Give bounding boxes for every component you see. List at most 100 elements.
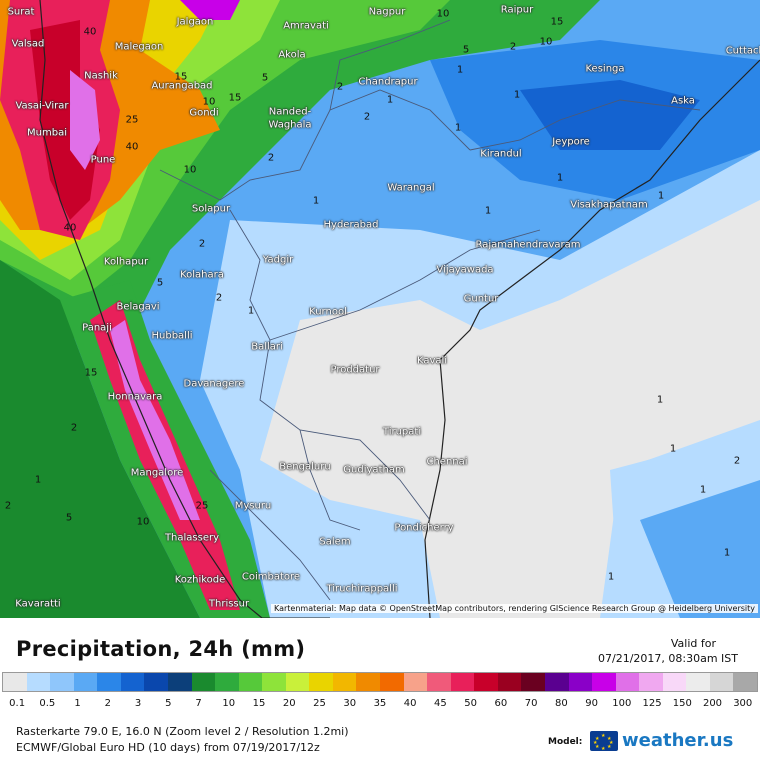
contour-label: 5 (65, 512, 73, 524)
scale-tick: 200 (702, 698, 723, 709)
city-label: Amravati (283, 20, 329, 32)
city-label: Mangalore (130, 467, 184, 479)
map-attribution: Kartenmaterial: Map data © OpenStreetMap… (270, 604, 758, 613)
contour-label: 1 (607, 571, 615, 583)
scale-swatch (662, 673, 687, 691)
city-label: Chandrapur (358, 76, 418, 88)
contour-label: 1 (556, 172, 564, 184)
city-label: Salem (319, 536, 351, 548)
scale-swatch (167, 673, 192, 691)
scale-tick: 15 (252, 698, 266, 709)
contour-label: 1 (657, 190, 665, 202)
city-label: Kirandul (480, 148, 522, 160)
contour-label: 1 (723, 547, 731, 559)
scale-swatch (639, 673, 663, 691)
scale-swatch (427, 673, 451, 691)
contour-label: 40 (63, 222, 77, 234)
city-label: Belagavi (116, 301, 160, 313)
scale-tick: 30 (343, 698, 357, 709)
scale-tick: 40 (403, 698, 417, 709)
scale-swatch (403, 673, 428, 691)
contour-label: 1 (699, 484, 707, 496)
city-label: Kesinga (585, 63, 625, 75)
contour-label: 1 (386, 94, 394, 106)
scale-swatch (26, 673, 51, 691)
scale-swatch (215, 673, 239, 691)
valid-label: Valid for (670, 637, 716, 650)
scale-swatch (285, 673, 310, 691)
scale-swatch (97, 673, 121, 691)
contour-label: 10 (183, 164, 197, 176)
contour-label: 1 (454, 122, 462, 134)
city-label: Waghala (268, 119, 312, 131)
contour-label: 1 (513, 89, 521, 101)
scale-swatch (568, 673, 593, 691)
city-label: Mumbai (27, 127, 67, 139)
scale-swatch (450, 673, 475, 691)
contour-label: 1 (484, 205, 492, 217)
contour-label: 2 (336, 81, 344, 93)
contour-label: 2 (267, 152, 275, 164)
contour-label: 1 (34, 474, 42, 486)
scale-tick: 125 (642, 698, 662, 709)
city-label: Raipur (500, 4, 534, 16)
city-label: Thrissur (208, 598, 250, 610)
scale-ticks: 0.1 0.5 1 2 3 5 7 10 15 20 25 30 35 40 45 50 60 70 80 90 100… (2, 698, 758, 709)
map-raster (0, 0, 760, 618)
city-label: Akola (278, 49, 306, 61)
scale-tick: 20 (282, 698, 296, 709)
contour-label: 25 (195, 500, 209, 512)
contour-label: 15 (84, 367, 98, 379)
contour-label: 2 (198, 238, 206, 250)
scale-swatch (615, 673, 640, 691)
city-label: Vijayawada (436, 264, 494, 276)
city-label: Honnavara (107, 391, 163, 403)
scale-swatch (709, 673, 734, 691)
scale-tick: 25 (313, 698, 326, 709)
city-label: Tiruchirappalli (326, 583, 398, 595)
raster-info: Rasterkarte 79.0 E, 16.0 N (Zoom level 2… (16, 725, 349, 738)
scale-tick: 5 (165, 698, 172, 709)
scale-swatch (3, 673, 27, 691)
contour-label: 5 (462, 44, 470, 56)
city-label: Valsad (11, 38, 45, 50)
color-scale (2, 672, 758, 692)
city-label: Nanded- (268, 106, 312, 118)
scale-tick: 0.1 (9, 698, 26, 709)
city-label: Bengaluru (279, 461, 331, 473)
precipitation-map[interactable]: Surat Jalgaon Amravati Nagpur Raipur Valsad Ma… (0, 0, 760, 618)
city-label: Thalassery (164, 532, 220, 544)
contour-label: 15 (174, 71, 188, 83)
scale-swatch (521, 673, 545, 691)
scale-tick: 50 (464, 698, 477, 709)
city-label: Tirupati (382, 426, 422, 438)
scale-swatch (50, 673, 74, 691)
contour-label: 1 (312, 195, 320, 207)
city-label: Gondi (189, 107, 219, 119)
scale-tick: 1 (74, 698, 81, 709)
city-label: Aurangabad (151, 80, 213, 92)
scale-swatch (592, 673, 616, 691)
scale-swatch (474, 673, 498, 691)
brand-logo[interactable]: weather.us (622, 730, 734, 751)
contour-label: 10 (436, 8, 450, 20)
contour-label: 10 (202, 96, 216, 108)
scale-tick: 35 (373, 698, 387, 709)
contour-label: 2 (4, 500, 12, 512)
city-label: Kozhikode (174, 574, 226, 586)
scale-tick: 2 (104, 698, 111, 709)
scale-tick: 300 (733, 698, 753, 709)
valid-time: 07/21/2017, 08:30am IST (598, 652, 738, 665)
contour-label: 1 (456, 64, 464, 76)
city-label: Panaji (82, 322, 112, 334)
scale-swatch (497, 673, 522, 691)
contour-label: 1 (669, 443, 677, 455)
scale-swatch (686, 673, 710, 691)
contour-label: 10 (539, 36, 553, 48)
scale-tick: 3 (134, 698, 142, 709)
city-label: Jalgaon (176, 16, 214, 28)
contour-label: 5 (261, 72, 269, 84)
scale-swatch (380, 673, 404, 691)
contour-label: 5 (156, 277, 164, 289)
scale-swatch (544, 673, 569, 691)
